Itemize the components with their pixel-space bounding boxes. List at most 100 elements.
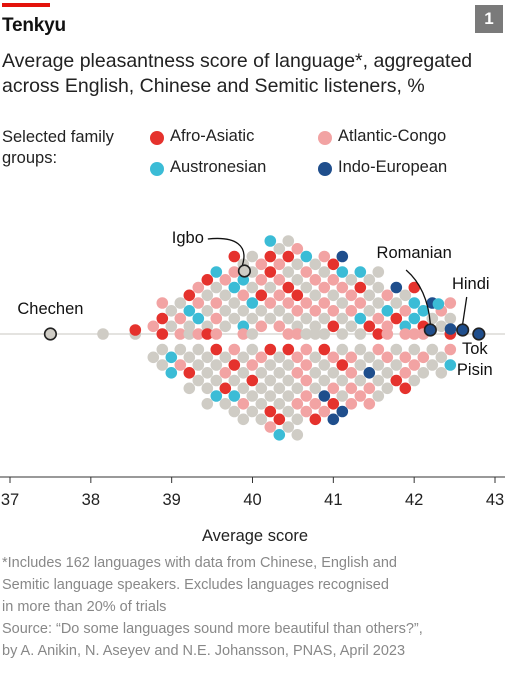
language-dot — [318, 405, 331, 418]
source-line-1: Source: “Do some languages sound more be… — [2, 621, 423, 637]
x-tick-label: 43 — [486, 491, 504, 509]
language-dot — [255, 413, 268, 426]
language-dot — [255, 258, 268, 271]
language-dot — [165, 320, 178, 333]
chart-number-badge: 1 — [475, 5, 503, 33]
language-dot — [264, 281, 277, 294]
legend-heading-line-2: groups: — [2, 149, 58, 167]
language-dot — [228, 390, 241, 402]
language-dot — [291, 274, 304, 286]
language-dot — [237, 382, 250, 395]
language-dot — [345, 320, 358, 333]
language-dot — [174, 328, 187, 340]
language-dot — [354, 374, 367, 387]
language-dot — [381, 328, 394, 340]
dots-layer — [97, 235, 457, 441]
chart-title-line-2: across English, Chinese and Semitic list… — [2, 75, 425, 97]
language-dot — [345, 367, 358, 379]
language-dot — [309, 328, 322, 340]
language-dot — [327, 382, 340, 395]
legend-heading-line-1: Selected family — [2, 128, 114, 146]
annotation-label: Tok — [462, 340, 488, 358]
language-dot — [336, 405, 349, 418]
legend-label-austronesian: Austronesian — [170, 158, 267, 176]
highlighted-language-dot — [423, 323, 437, 337]
language-dot — [318, 250, 331, 263]
language-dot — [228, 374, 241, 387]
legend-swatch-afro-asiatic — [150, 131, 164, 145]
language-dot — [372, 390, 385, 402]
language-dot — [363, 289, 376, 302]
language-dot — [381, 382, 394, 395]
legend-label-indo-european: Indo-European — [338, 158, 448, 176]
language-dot — [336, 343, 349, 356]
language-dot — [336, 250, 349, 263]
chart-kicker: Tenkyu — [2, 15, 66, 36]
language-dot — [444, 343, 457, 356]
language-dot — [282, 312, 295, 325]
language-dot — [156, 312, 169, 325]
language-dot — [291, 328, 304, 340]
language-dot — [165, 305, 178, 317]
language-dot — [282, 390, 295, 402]
x-tick-label: 40 — [243, 491, 261, 509]
language-dot — [273, 243, 286, 255]
language-dot — [444, 359, 457, 371]
annotation-leader-line — [207, 237, 245, 266]
language-dot — [246, 359, 259, 371]
language-dot — [192, 343, 205, 356]
language-dot — [372, 266, 385, 278]
language-dot — [201, 382, 214, 395]
language-dot — [264, 374, 277, 387]
language-dot — [318, 374, 331, 387]
language-dot — [192, 281, 205, 294]
language-dot — [435, 351, 448, 364]
language-dot — [165, 351, 178, 364]
language-dot — [291, 243, 304, 255]
language-dot — [372, 343, 385, 356]
language-dot — [156, 343, 169, 356]
language-dot — [300, 374, 313, 387]
language-dot — [156, 328, 169, 340]
language-dot — [300, 250, 313, 263]
language-dot — [228, 297, 241, 309]
language-dot — [210, 328, 223, 340]
language-dot — [291, 258, 304, 271]
x-tick-label: 41 — [324, 491, 342, 509]
language-dot — [309, 305, 322, 317]
language-dot — [408, 281, 421, 294]
language-dot — [183, 305, 196, 317]
language-dot — [363, 367, 376, 379]
language-dot — [318, 266, 331, 278]
language-dot — [246, 312, 259, 325]
language-dot — [291, 351, 304, 364]
language-dot — [399, 289, 412, 302]
language-dot — [327, 289, 340, 302]
language-dot — [273, 367, 286, 379]
language-dot — [354, 359, 367, 371]
language-dot — [210, 390, 223, 402]
language-dot — [264, 421, 277, 433]
language-dot — [291, 367, 304, 379]
language-dot — [282, 250, 295, 263]
language-dot — [336, 374, 349, 387]
language-dot — [390, 343, 403, 356]
language-dot — [255, 289, 268, 302]
language-dot — [432, 298, 445, 310]
language-dot — [282, 235, 295, 247]
footnote-line-2: Semitic language speakers. Excludes lang… — [2, 577, 389, 593]
language-dot — [255, 351, 268, 364]
language-dot — [327, 398, 340, 410]
footnote-line-3: in more than 20% of trials — [2, 599, 167, 615]
language-dot — [408, 312, 421, 325]
language-dot — [345, 351, 358, 364]
language-dot — [300, 297, 313, 309]
language-dot — [444, 297, 457, 309]
language-dot — [165, 367, 178, 379]
language-dot — [147, 320, 160, 333]
language-dot — [273, 351, 286, 364]
language-dot — [264, 343, 277, 356]
language-dot — [408, 359, 421, 371]
language-dot — [327, 258, 340, 271]
